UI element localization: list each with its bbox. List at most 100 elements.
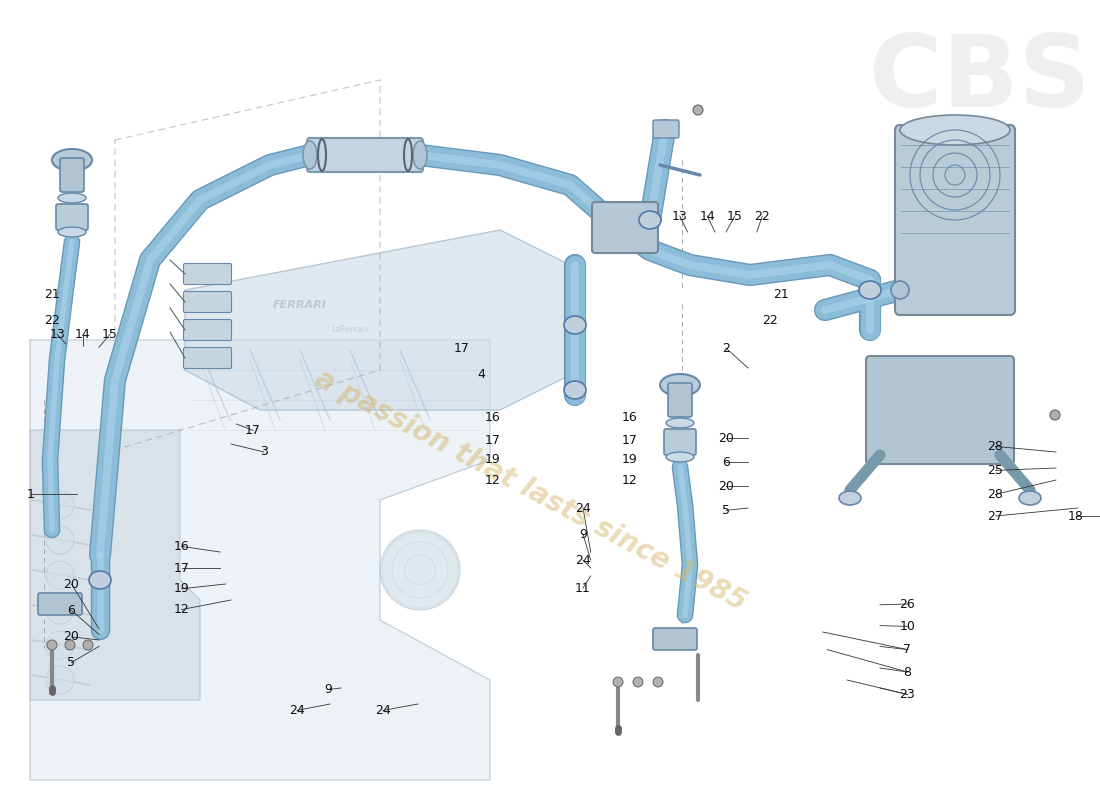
FancyBboxPatch shape: [895, 125, 1015, 315]
Text: 20: 20: [64, 578, 79, 590]
Text: FERRARI: FERRARI: [273, 300, 327, 310]
Text: 1: 1: [26, 488, 35, 501]
Text: 5: 5: [67, 656, 76, 669]
FancyBboxPatch shape: [668, 383, 692, 417]
FancyBboxPatch shape: [184, 319, 231, 341]
Text: 12: 12: [174, 603, 189, 616]
FancyBboxPatch shape: [866, 356, 1014, 464]
FancyBboxPatch shape: [653, 628, 697, 650]
Ellipse shape: [891, 281, 909, 299]
FancyBboxPatch shape: [664, 429, 696, 455]
Ellipse shape: [666, 418, 694, 428]
Ellipse shape: [412, 141, 427, 169]
Text: 26: 26: [900, 598, 915, 610]
Circle shape: [46, 491, 74, 519]
Text: 17: 17: [245, 424, 261, 437]
Text: 23: 23: [900, 688, 915, 701]
Text: 16: 16: [485, 411, 501, 424]
Text: 15: 15: [727, 210, 742, 222]
Text: 12: 12: [621, 474, 637, 486]
Text: 24: 24: [575, 502, 591, 514]
FancyBboxPatch shape: [39, 593, 82, 615]
Polygon shape: [30, 430, 200, 700]
Text: 20: 20: [718, 480, 734, 493]
Text: 7: 7: [903, 643, 912, 656]
Text: 19: 19: [621, 454, 637, 466]
Text: 27: 27: [988, 510, 1003, 522]
FancyBboxPatch shape: [184, 291, 231, 313]
Polygon shape: [185, 230, 580, 410]
Text: 14: 14: [75, 328, 90, 341]
Text: CBS: CBS: [869, 31, 1091, 129]
Ellipse shape: [660, 374, 700, 396]
Text: 14: 14: [700, 210, 715, 222]
Ellipse shape: [666, 452, 694, 462]
Ellipse shape: [52, 149, 92, 171]
Circle shape: [47, 640, 57, 650]
Text: 24: 24: [575, 554, 591, 566]
Text: 16: 16: [621, 411, 637, 424]
Circle shape: [1050, 410, 1060, 420]
Text: 11: 11: [575, 582, 591, 594]
Text: 9: 9: [323, 683, 332, 696]
Text: 19: 19: [174, 582, 189, 595]
Text: 3: 3: [260, 446, 268, 458]
Text: 12: 12: [485, 474, 501, 486]
Text: 17: 17: [485, 434, 501, 446]
Circle shape: [653, 677, 663, 687]
Text: 16: 16: [174, 540, 189, 553]
Circle shape: [379, 530, 460, 610]
Ellipse shape: [58, 227, 86, 237]
Ellipse shape: [58, 193, 86, 203]
Text: 17: 17: [174, 562, 189, 574]
Text: 6: 6: [722, 456, 730, 469]
FancyBboxPatch shape: [56, 204, 88, 230]
Text: LaFerrari: LaFerrari: [331, 326, 368, 334]
Text: 6: 6: [67, 604, 76, 617]
FancyBboxPatch shape: [307, 138, 424, 172]
Text: 15: 15: [102, 328, 118, 341]
Text: 20: 20: [718, 432, 734, 445]
Text: 28: 28: [988, 488, 1003, 501]
Text: 5: 5: [722, 504, 730, 517]
Ellipse shape: [1019, 491, 1041, 505]
Circle shape: [46, 596, 74, 624]
Text: 22: 22: [755, 210, 770, 222]
FancyBboxPatch shape: [653, 120, 679, 138]
Circle shape: [46, 631, 74, 659]
Text: 10: 10: [900, 620, 915, 633]
Text: 22: 22: [44, 314, 59, 326]
Text: 2: 2: [722, 342, 730, 354]
Ellipse shape: [859, 281, 881, 299]
Ellipse shape: [900, 115, 1010, 145]
Text: 21: 21: [773, 288, 789, 301]
Text: 24: 24: [289, 704, 305, 717]
Text: a passion that lasts since 1985: a passion that lasts since 1985: [309, 364, 750, 616]
Text: 9: 9: [579, 528, 587, 541]
Text: 25: 25: [988, 464, 1003, 477]
Ellipse shape: [564, 381, 586, 399]
Text: 8: 8: [903, 666, 912, 678]
Ellipse shape: [89, 571, 111, 589]
Circle shape: [46, 561, 74, 589]
Text: 18: 18: [1068, 510, 1084, 522]
Circle shape: [632, 677, 644, 687]
Text: 22: 22: [762, 314, 778, 326]
FancyBboxPatch shape: [184, 263, 231, 285]
Ellipse shape: [302, 141, 317, 169]
FancyBboxPatch shape: [184, 347, 231, 369]
Text: 28: 28: [988, 440, 1003, 453]
Text: 17: 17: [621, 434, 637, 446]
Circle shape: [82, 640, 94, 650]
Polygon shape: [30, 340, 489, 780]
Text: 17: 17: [454, 342, 470, 354]
Ellipse shape: [839, 491, 861, 505]
Text: 4: 4: [477, 368, 486, 381]
Circle shape: [693, 105, 703, 115]
FancyBboxPatch shape: [60, 158, 84, 192]
Circle shape: [46, 666, 74, 694]
Text: 20: 20: [64, 630, 79, 643]
Circle shape: [46, 526, 74, 554]
Ellipse shape: [564, 316, 586, 334]
Text: 21: 21: [44, 288, 59, 301]
